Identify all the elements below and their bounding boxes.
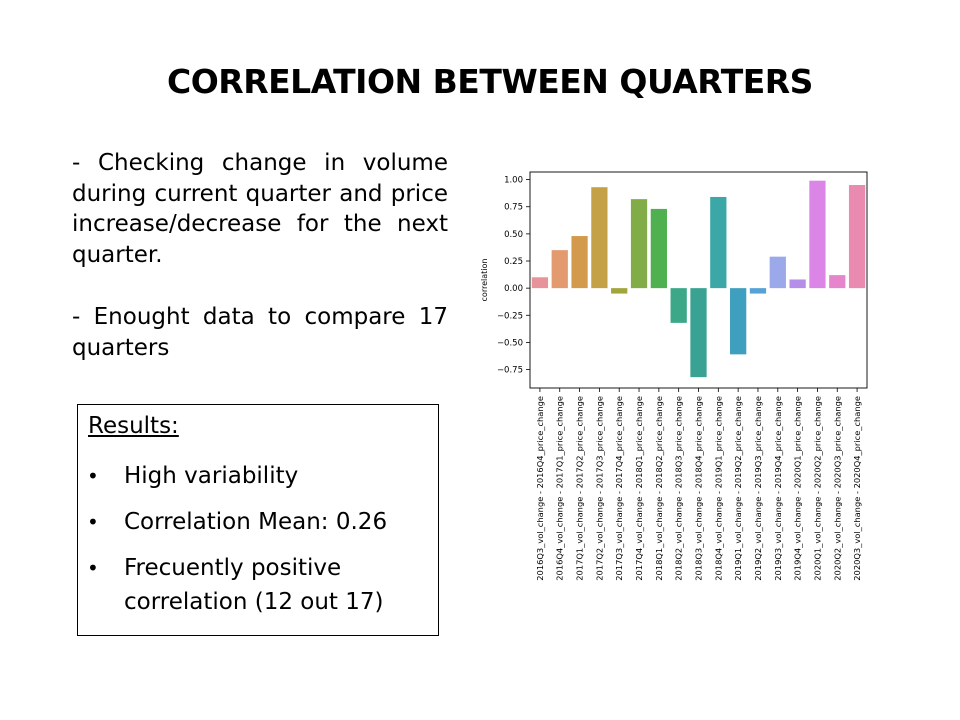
bar	[789, 279, 806, 289]
bar	[571, 236, 588, 289]
results-box: Results: • High variability • Correlation …	[77, 404, 439, 636]
x-tick-label: 2017Q1_vol_change - 2017Q2_price_change	[575, 396, 585, 581]
x-tick-label: 2016Q3_vol_change - 2016Q4_price_change	[535, 396, 545, 581]
x-tick-label: 2019Q3_vol_change - 2019Q4_price_change	[773, 396, 783, 581]
x-tick-label: 2018Q3_vol_change - 2018Q4_price_change	[694, 396, 704, 581]
y-axis-label: correlation	[480, 259, 489, 302]
bullet-text: - Checking change in volume during curre…	[72, 150, 448, 268]
x-tick-label: 2020Q1_vol_change - 2020Q2_price_change	[812, 396, 822, 581]
list-item: • High variability	[78, 459, 424, 493]
list-item-text: Frecuently positive correlation (12 out …	[124, 555, 384, 615]
x-tick-label: 2017Q3_vol_change - 2017Q4_price_change	[614, 396, 624, 581]
bullet-icon: •	[87, 556, 99, 580]
y-tick-label: 0.00	[504, 284, 523, 294]
y-tick-label: −0.25	[497, 311, 523, 321]
bar	[670, 288, 687, 323]
results-heading: Results:	[88, 413, 179, 439]
bar	[749, 288, 767, 294]
y-tick-label: 0.25	[504, 257, 523, 267]
slide-title: CORRELATION BETWEEN QUARTERS	[167, 62, 813, 101]
x-tick-label: 2016Q4_vol_change - 2017Q1_price_change	[555, 396, 565, 581]
x-tick-label: 2018Q4_vol_change - 2019Q1_price_change	[713, 396, 723, 581]
bullet-text: - Enought data to compare 17 quarters	[72, 304, 448, 361]
bar	[630, 199, 648, 289]
list-item: • Frecuently positive correlation (12 out…	[78, 551, 424, 619]
list-item-text: High variability	[124, 463, 299, 489]
y-tick-label: 0.50	[504, 230, 523, 240]
x-tick-label: 2018Q2_vol_change - 2018Q3_price_change	[674, 396, 684, 581]
x-tick-label: 2019Q4_vol_change - 2020Q1_price_change	[793, 396, 803, 581]
bar	[690, 288, 707, 378]
bar	[551, 250, 568, 289]
y-tick-label: 0.75	[504, 203, 523, 213]
bar	[710, 196, 727, 289]
bar	[809, 180, 826, 289]
bar	[829, 275, 846, 289]
bar	[650, 208, 667, 289]
bar	[591, 187, 608, 289]
x-tick-label: 2020Q2_vol_change - 2020Q3_price_change	[832, 396, 842, 581]
description-bullets: - Checking change in volume during curre…	[72, 148, 448, 395]
y-tick-label: −0.75	[497, 366, 523, 376]
y-tick-label: −0.50	[497, 338, 523, 348]
x-tick-label: 2019Q2_vol_change - 2019Q3_price_change	[753, 396, 763, 581]
x-tick-label: 2017Q4_vol_change - 2018Q1_price_change	[634, 396, 644, 581]
bullet-icon: •	[87, 510, 99, 534]
correlation-bar-chart: −0.75 −0.50 −0.25 0.00 0.25 0.50 0.75 1.00 corre…	[480, 171, 868, 581]
list-item-text: Correlation Mean: 0.26	[124, 509, 388, 535]
list-item: • Correlation Mean: 0.26	[78, 505, 424, 539]
bar	[730, 288, 747, 355]
bar	[848, 185, 866, 289]
bar	[769, 256, 786, 289]
x-tick-label: 2020Q3_vol_change - 2020Q4_price_change	[852, 396, 862, 581]
bar	[531, 277, 549, 289]
y-tick-label: 1.00	[504, 176, 523, 186]
x-tick-label: 2017Q2_vol_change - 2017Q3_price_change	[594, 396, 604, 581]
bullet-icon: •	[87, 464, 99, 488]
bar	[611, 288, 628, 294]
x-tick-label: 2019Q1_vol_change - 2019Q2_price_change	[733, 396, 743, 581]
x-tick-label: 2018Q1_vol_change - 2018Q2_price_change	[654, 396, 664, 581]
results-list: • High variability • Correlation Mean: 0.2…	[78, 459, 424, 631]
